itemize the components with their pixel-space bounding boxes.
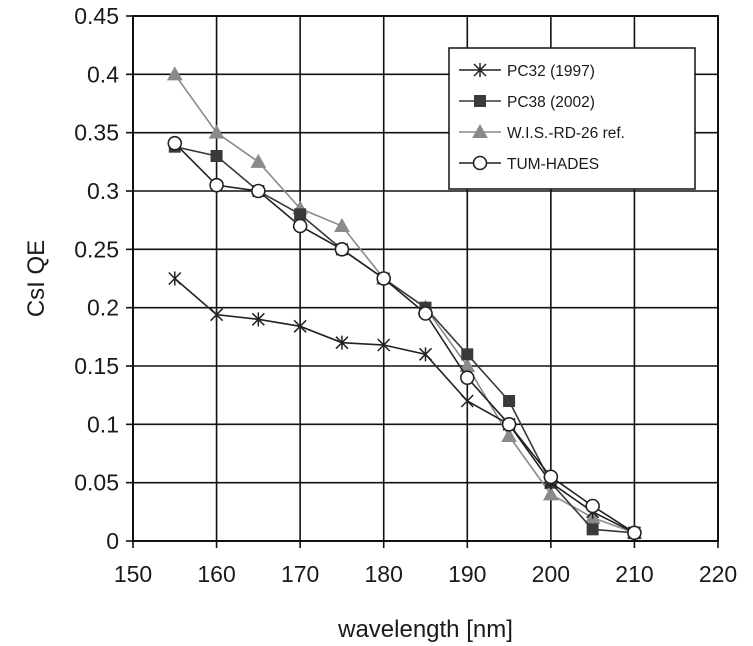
x-tick-label: 220 [699,561,737,587]
plot-frame [132,15,719,542]
data-point [459,370,475,385]
data-point [503,395,516,407]
data-point [335,335,349,350]
data-point [377,338,391,352]
legend-label: TUM-HADES [507,156,599,173]
data-point [167,135,183,151]
y-tick-label: 0 [106,528,119,554]
x-tick-label: 160 [197,561,235,587]
y-tick-label: 0.45 [74,3,119,29]
data-point [210,150,223,162]
legend-box [448,47,696,190]
x-tick-label: 180 [365,561,403,587]
data-point [418,347,433,362]
x-tick-label: 200 [532,561,570,587]
data-point [334,242,350,257]
data-point [627,525,642,541]
data-point [460,394,474,408]
data-point [543,469,559,485]
y-axis-title: CsI QE [23,240,50,317]
axes: 150 160 170 180 190 200 210 220 0 0.05 0.1 0.15 0.2 0… [74,3,737,587]
series [166,66,643,541]
y-tick-label: 0.15 [74,353,119,379]
legend-marker [472,123,488,138]
y-tick-label: 0.2 [87,295,119,321]
data-point [209,177,224,193]
series-line [174,277,635,534]
y-tick-label: 0.4 [87,61,119,87]
legend: PC32 (1997) PC38 (2002) W.I.S.-RD-26 ref. T… [448,47,696,190]
legend-label: W.I.S.-RD-26 ref. [507,125,625,142]
data-point [334,217,350,232]
data-point [376,271,392,286]
x-axis-title: wavelength [nm] [337,616,513,643]
data-point [168,271,182,286]
data-point [461,348,474,361]
legend-marker [473,63,487,77]
y-tick-label: 0.3 [87,178,119,204]
data-point [292,218,308,234]
x-tick-label: 190 [448,561,486,587]
data-point [251,183,266,199]
y-tick-label: 0.25 [74,236,119,262]
y-tick-label: 0.35 [74,120,119,146]
data-point [208,124,225,139]
x-tick-label: 170 [281,561,319,587]
x-tick-label: 210 [615,561,653,587]
legend-marker [472,155,488,171]
y-tick-label: 0.05 [74,470,119,496]
legend-label: PC32 (1997) [507,63,595,80]
series-star [168,271,641,540]
data-point [586,523,599,536]
data-point [166,66,183,81]
data-point [250,153,267,168]
x-tick-label: 150 [114,561,152,587]
y-tick-label: 0.1 [87,411,119,437]
data-point [585,498,600,514]
data-point [251,312,265,327]
data-point [294,208,307,221]
data-point [501,417,517,432]
series-line [174,145,635,534]
data-point [293,319,307,334]
legend-marker [474,95,486,107]
series-circle [167,135,642,541]
data-point [210,307,224,322]
data-point [501,427,517,442]
data-point [543,486,559,501]
legend-label: PC38 (2002) [507,94,595,111]
data-point [418,306,433,321]
